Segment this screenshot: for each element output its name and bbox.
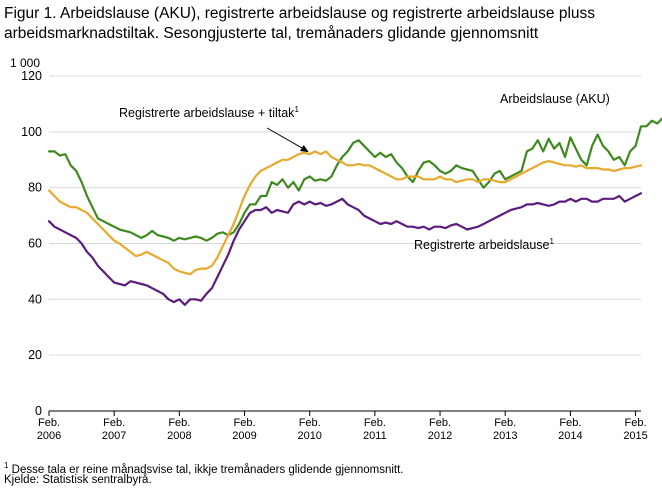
x-tick-label: Feb. (559, 417, 581, 429)
x-tick-label: 2008 (167, 430, 191, 442)
series-label-2: Registrerte arbeidslause + tiltak1 (119, 105, 299, 120)
y-tick-label: 20 (28, 348, 42, 362)
x-tick-label: Feb. (234, 417, 256, 429)
x-tick-label: 2009 (232, 430, 256, 442)
x-axis: Feb.2006Feb.2007Feb.2008Feb.2009Feb.2010… (37, 411, 648, 442)
x-tick-label: 2012 (428, 430, 452, 442)
series-label-1: Arbeidslause (AKU) (500, 92, 610, 106)
series-line-3 (49, 193, 641, 305)
x-tick-label: Feb. (429, 417, 451, 429)
x-tick-label: 2007 (102, 430, 126, 442)
x-tick-label: Feb. (494, 417, 516, 429)
y-tick-label: 60 (28, 237, 42, 251)
x-tick-label: Feb. (364, 417, 386, 429)
y-tick-label: 100 (21, 125, 42, 139)
y-tick-label: 120 (21, 69, 42, 83)
x-tick-label: 2006 (37, 430, 61, 442)
x-tick-label: 2013 (493, 430, 517, 442)
x-tick-label: Feb. (625, 417, 647, 429)
annotation-arrowhead (300, 145, 309, 152)
x-tick-label: 2011 (363, 430, 387, 442)
series-label-3: Registrerte arbeidslause1 (414, 237, 555, 252)
x-tick-label: 2015 (623, 430, 647, 442)
y-axis: 0 20 40 60 80 100 120 (21, 69, 42, 418)
series-lines (49, 98, 662, 305)
x-tick-label: Feb. (38, 417, 60, 429)
y-tick-label: 80 (28, 181, 42, 195)
series-line-2 (49, 151, 641, 274)
y-tick-label: 40 (28, 292, 42, 306)
series-labels: Arbeidslause (AKU) Registrerte arbeidslau… (119, 92, 610, 252)
x-tick-label: 2014 (558, 430, 582, 442)
x-tick-label: Feb. (103, 417, 125, 429)
x-tick-label: Feb. (299, 417, 321, 429)
y-tick-label: 0 (35, 404, 42, 418)
source-note: Kjelde: Statistisk sentralbyrå. (4, 473, 152, 488)
x-tick-label: 2010 (297, 430, 321, 442)
x-tick-label: Feb. (168, 417, 190, 429)
